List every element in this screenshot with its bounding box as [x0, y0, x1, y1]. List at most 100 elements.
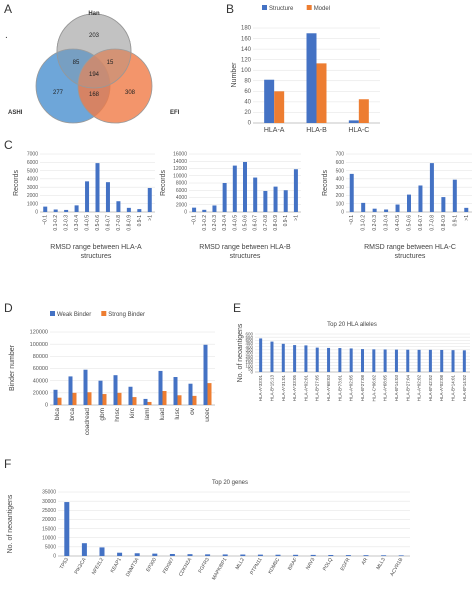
C1-x-tick-label: 0.1-0.2 [53, 215, 59, 231]
E-bar [338, 348, 342, 372]
C2-x-tick-label: 0.5-0.6 [243, 215, 249, 231]
B-bar-series1 [306, 33, 317, 123]
E-x-tick-label: HLA-B*27:04 [405, 375, 410, 402]
venn-value-han-only: 203 [89, 33, 100, 39]
C1-bar [64, 209, 69, 212]
C3-x-tick-label: >1 [464, 215, 470, 221]
E-bar [315, 347, 319, 372]
C2-y-tick-label: 4000 [176, 195, 187, 201]
C1-bar [74, 205, 79, 212]
C2-x-tick-label: 0.6-0.7 [253, 215, 259, 231]
C3-x-tick-label: ~0.1 [349, 215, 355, 225]
C2-bar [222, 183, 227, 212]
venn-dot: . [5, 30, 8, 41]
F-x-tick-label: FBXW7 [162, 557, 176, 575]
B-y-axis-label: Number [231, 62, 238, 88]
F-x-tick-label: KDM5C [267, 557, 281, 575]
F-bar [152, 553, 158, 556]
E-x-tick-label: HLA-B*14:03 [394, 375, 399, 402]
C1-bar [147, 187, 152, 212]
C2-x-tick-label: 0.8-0.9 [273, 215, 279, 231]
D-x-tick-label: laml [144, 407, 151, 419]
C1-x-tick-label: 0.4-0.5 [85, 215, 91, 231]
F-bar [81, 543, 87, 556]
E-x-tick-label: HLA-A*33:01 [258, 375, 263, 402]
panel-letter-c: C [4, 138, 13, 152]
C3-x-tick-label: 0.7-0.8 [429, 215, 435, 231]
D-y-tick-label: 100000 [30, 342, 48, 348]
E-x-tick-label: HLA-A*31:01 [281, 375, 286, 402]
E-y-tick-label: 600 [245, 332, 253, 337]
venn-diagram: . Han ASHI EFI 203 277 308 85 15 168 194 [5, 11, 180, 124]
D-x-tick-label: luad [159, 408, 166, 421]
venn-value-ashi-only: 277 [53, 90, 64, 96]
F-y-tick-label: 35000 [42, 490, 56, 496]
D-bar-series1 [173, 377, 178, 405]
panel-letter-b: B [226, 2, 234, 16]
C1-x-tick-label: 0.6-0.7 [105, 215, 111, 231]
C2-bar [192, 207, 197, 212]
C2-bar [263, 190, 268, 212]
C2-bar [253, 177, 258, 212]
F-x-tick-label: POLQ [322, 557, 334, 572]
F-y-axis-label: No. of neoantigens [7, 494, 14, 553]
F-bar [99, 547, 105, 556]
C3-x-tick-label: 0.8-0.9 [441, 215, 447, 231]
E-y-tick-label: 150 [245, 360, 253, 365]
D-x-tick-label: hnsc [114, 407, 121, 421]
E-bar [383, 349, 387, 372]
C2-y-tick-label: 14000 [173, 159, 187, 165]
C1-x-tick-label: 0.5-0.6 [95, 215, 101, 231]
C1-x-tick-label: 0.9-1 [137, 215, 143, 227]
C2-bar [212, 205, 217, 212]
F-x-tick-label: MAPK8IP1 [211, 557, 229, 581]
E-x-tick-label: HLA-B*27:08 [360, 375, 365, 402]
B-bar-series2 [316, 63, 327, 123]
C2-x-axis-label-line1: RMSD range between HLA-B [199, 244, 291, 251]
E-bar [259, 338, 263, 372]
C2-y-axis-label: Records [160, 169, 167, 196]
F-y-tick-label: 5000 [45, 545, 56, 551]
venn-value-han-efi: 15 [107, 60, 114, 66]
C1-bar [105, 182, 110, 212]
E-bar [327, 347, 331, 372]
C3-x-tick-label: 0.5-0.6 [407, 215, 413, 231]
B-y-tick-label: 180 [241, 26, 252, 32]
B-y-tick-label: 0 [248, 121, 252, 127]
E-bar [428, 349, 432, 372]
E-bar [462, 350, 466, 372]
D-x-tick-label: lusc [174, 407, 181, 419]
C1-bar [126, 207, 131, 212]
C1-x-tick-label: 0.3-0.4 [74, 215, 80, 231]
F-x-tick-label: KEAP1 [110, 557, 123, 574]
C1-y-tick-label: 2000 [27, 193, 38, 199]
E-x-tick-label: HLA-B*27:05 [315, 375, 320, 402]
B-y-tick-label: 60 [244, 89, 251, 95]
F-y-tick-label: 30000 [42, 499, 56, 505]
B-bar-series1 [264, 79, 275, 123]
B-x-tick-label: HLA-B [306, 127, 327, 134]
C1-x-tick-label: ~0.1 [43, 215, 49, 225]
E-x-tick-label: HLA-A*33:05 [292, 375, 297, 402]
D-y-tick-label: 80000 [33, 354, 48, 360]
D-bar-series2 [72, 392, 77, 405]
D-bar-series1 [128, 386, 133, 405]
C3-x-tick-label: 0.2-0.3 [372, 215, 378, 231]
F-bar [381, 555, 387, 556]
D-y-tick-label: 20000 [33, 391, 48, 397]
B-legend-swatch [262, 5, 267, 10]
C1-y-tick-label: 5000 [27, 168, 38, 174]
D-bar-series2 [162, 391, 167, 405]
C3-bar [361, 202, 366, 212]
E-y-axis-label: No. of neoantigens [237, 323, 244, 382]
venn-circle-han-overlay [56, 13, 132, 89]
panel-letter-d: D [4, 301, 13, 315]
C2-x-tick-label: 0.3-0.4 [222, 215, 228, 231]
C3-y-axis-label: Records [322, 169, 329, 196]
C3-bar [429, 163, 434, 212]
E-x-tick-label: HLA-A*02:05 [349, 375, 354, 402]
D-bar-series1 [98, 380, 103, 405]
B-bar-series2 [358, 99, 369, 123]
C1-x-tick-label: >1 [147, 215, 153, 221]
C1-bar [137, 209, 142, 212]
